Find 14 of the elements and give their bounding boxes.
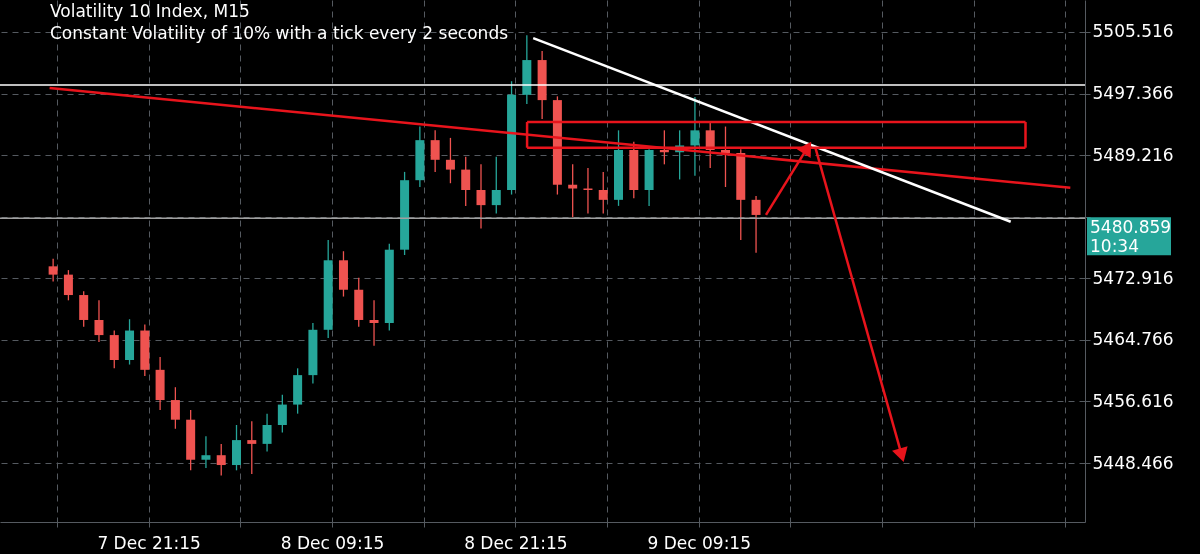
x-tick-label: 9 Dec 09:15	[647, 532, 751, 553]
y-tick-label: 5472.916	[1092, 267, 1174, 288]
x-tick-label: 7 Dec 21:15	[97, 532, 201, 553]
x-tick-label: 8 Dec 09:15	[280, 532, 385, 553]
y-tick-label: 5464.766	[1092, 329, 1174, 350]
y-tick-label: 5456.616	[1092, 390, 1174, 411]
ref-line-label: 5480.859 10:34	[1090, 217, 1172, 257]
text: Constant Volatility of 10% with a tick every 2 seconds	[50, 23, 509, 43]
y-tick-label: 5489.216	[1092, 144, 1174, 165]
y-tick-label: 5505.516	[1092, 21, 1174, 42]
y-tick-label: 5448.466	[1092, 452, 1174, 473]
chart-title: Volatility 10 Index, M15	[50, 1, 250, 21]
x-tick-label: 8 Dec 21:15	[464, 532, 568, 553]
y-tick-label: 5497.366	[1092, 83, 1174, 104]
